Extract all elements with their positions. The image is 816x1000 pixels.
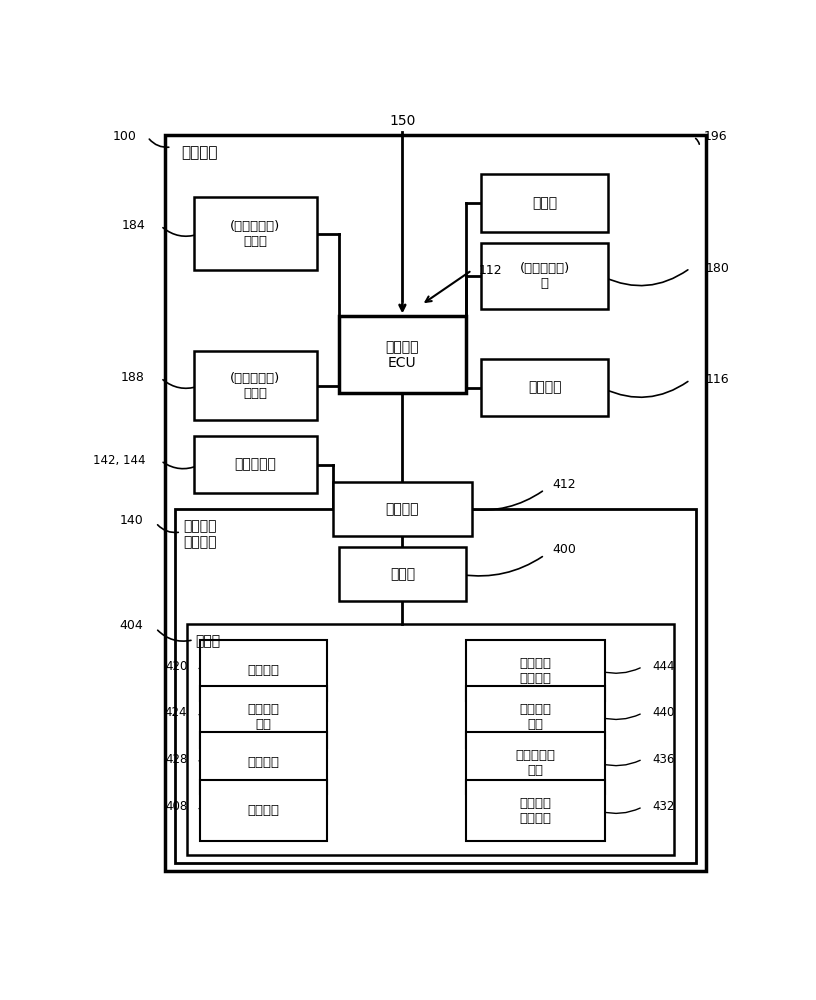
Text: 424: 424 (165, 706, 188, 719)
Bar (200, 686, 326, 748)
Text: 180: 180 (706, 262, 730, 275)
Text: 184: 184 (122, 219, 145, 232)
Bar (200, 640, 326, 701)
Text: 收发器: 收发器 (532, 196, 557, 210)
Text: 内部状态
数据: 内部状态 数据 (519, 703, 551, 731)
Text: (一个或多个)
灯: (一个或多个) 灯 (520, 262, 570, 290)
Text: 程序指令: 程序指令 (247, 804, 279, 817)
Bar (193, 351, 317, 420)
Text: 存储器: 存储器 (196, 634, 220, 648)
Bar (188, 624, 674, 855)
Bar (466, 640, 605, 701)
Text: 440: 440 (652, 706, 675, 719)
Text: 就座计时器
数据: 就座计时器 数据 (515, 749, 555, 777)
Bar (200, 732, 326, 794)
Bar (339, 547, 466, 601)
Bar (339, 316, 466, 393)
Text: 处理器: 处理器 (390, 567, 415, 581)
Bar (193, 197, 317, 270)
Text: 140: 140 (119, 514, 143, 527)
Bar (333, 482, 472, 536)
Bar (165, 135, 706, 871)
Text: 112: 112 (478, 264, 502, 277)
Bar (466, 780, 605, 841)
Text: 428: 428 (165, 753, 188, 766)
Bar (481, 359, 608, 416)
Text: 412: 412 (552, 478, 576, 491)
Text: 通信接口: 通信接口 (386, 502, 419, 516)
Text: 交通工具
ECU: 交通工具 ECU (386, 340, 419, 370)
Text: 离开座椅
事件数据: 离开座椅 事件数据 (519, 657, 551, 685)
Text: 100: 100 (113, 130, 137, 143)
Text: 432: 432 (652, 800, 675, 813)
Text: 142, 144: 142, 144 (92, 454, 145, 467)
Text: 196: 196 (704, 130, 728, 143)
Text: 408: 408 (165, 800, 188, 813)
Text: 420: 420 (165, 660, 188, 673)
Bar (466, 686, 605, 748)
Text: 图像传感器: 图像传感器 (234, 458, 277, 472)
Bar (175, 509, 696, 863)
Bar (200, 780, 326, 841)
Bar (193, 436, 317, 493)
Text: 配置数据: 配置数据 (247, 756, 279, 769)
Text: 乘客位置
数据: 乘客位置 数据 (247, 703, 279, 731)
Bar (466, 732, 605, 794)
Text: 图像数据: 图像数据 (247, 664, 279, 677)
Text: (一个或多个)
扬声器: (一个或多个) 扬声器 (230, 220, 281, 248)
Text: 警报等待
时间数据: 警报等待 时间数据 (519, 797, 551, 825)
Text: 436: 436 (652, 753, 675, 766)
Text: 444: 444 (652, 660, 675, 673)
Text: 188: 188 (121, 371, 145, 384)
Text: 400: 400 (552, 543, 576, 556)
Text: (一个或多个)
显示器: (一个或多个) 显示器 (230, 372, 281, 400)
Text: 404: 404 (119, 619, 143, 632)
Text: 驱动系统: 驱动系统 (528, 381, 561, 395)
Text: 交通工具: 交通工具 (181, 145, 218, 160)
Text: 离开座椅
检测系统: 离开座椅 检测系统 (183, 519, 216, 549)
Text: 150: 150 (389, 114, 415, 128)
Bar (481, 243, 608, 309)
Bar (481, 174, 608, 232)
Text: 116: 116 (706, 373, 730, 386)
